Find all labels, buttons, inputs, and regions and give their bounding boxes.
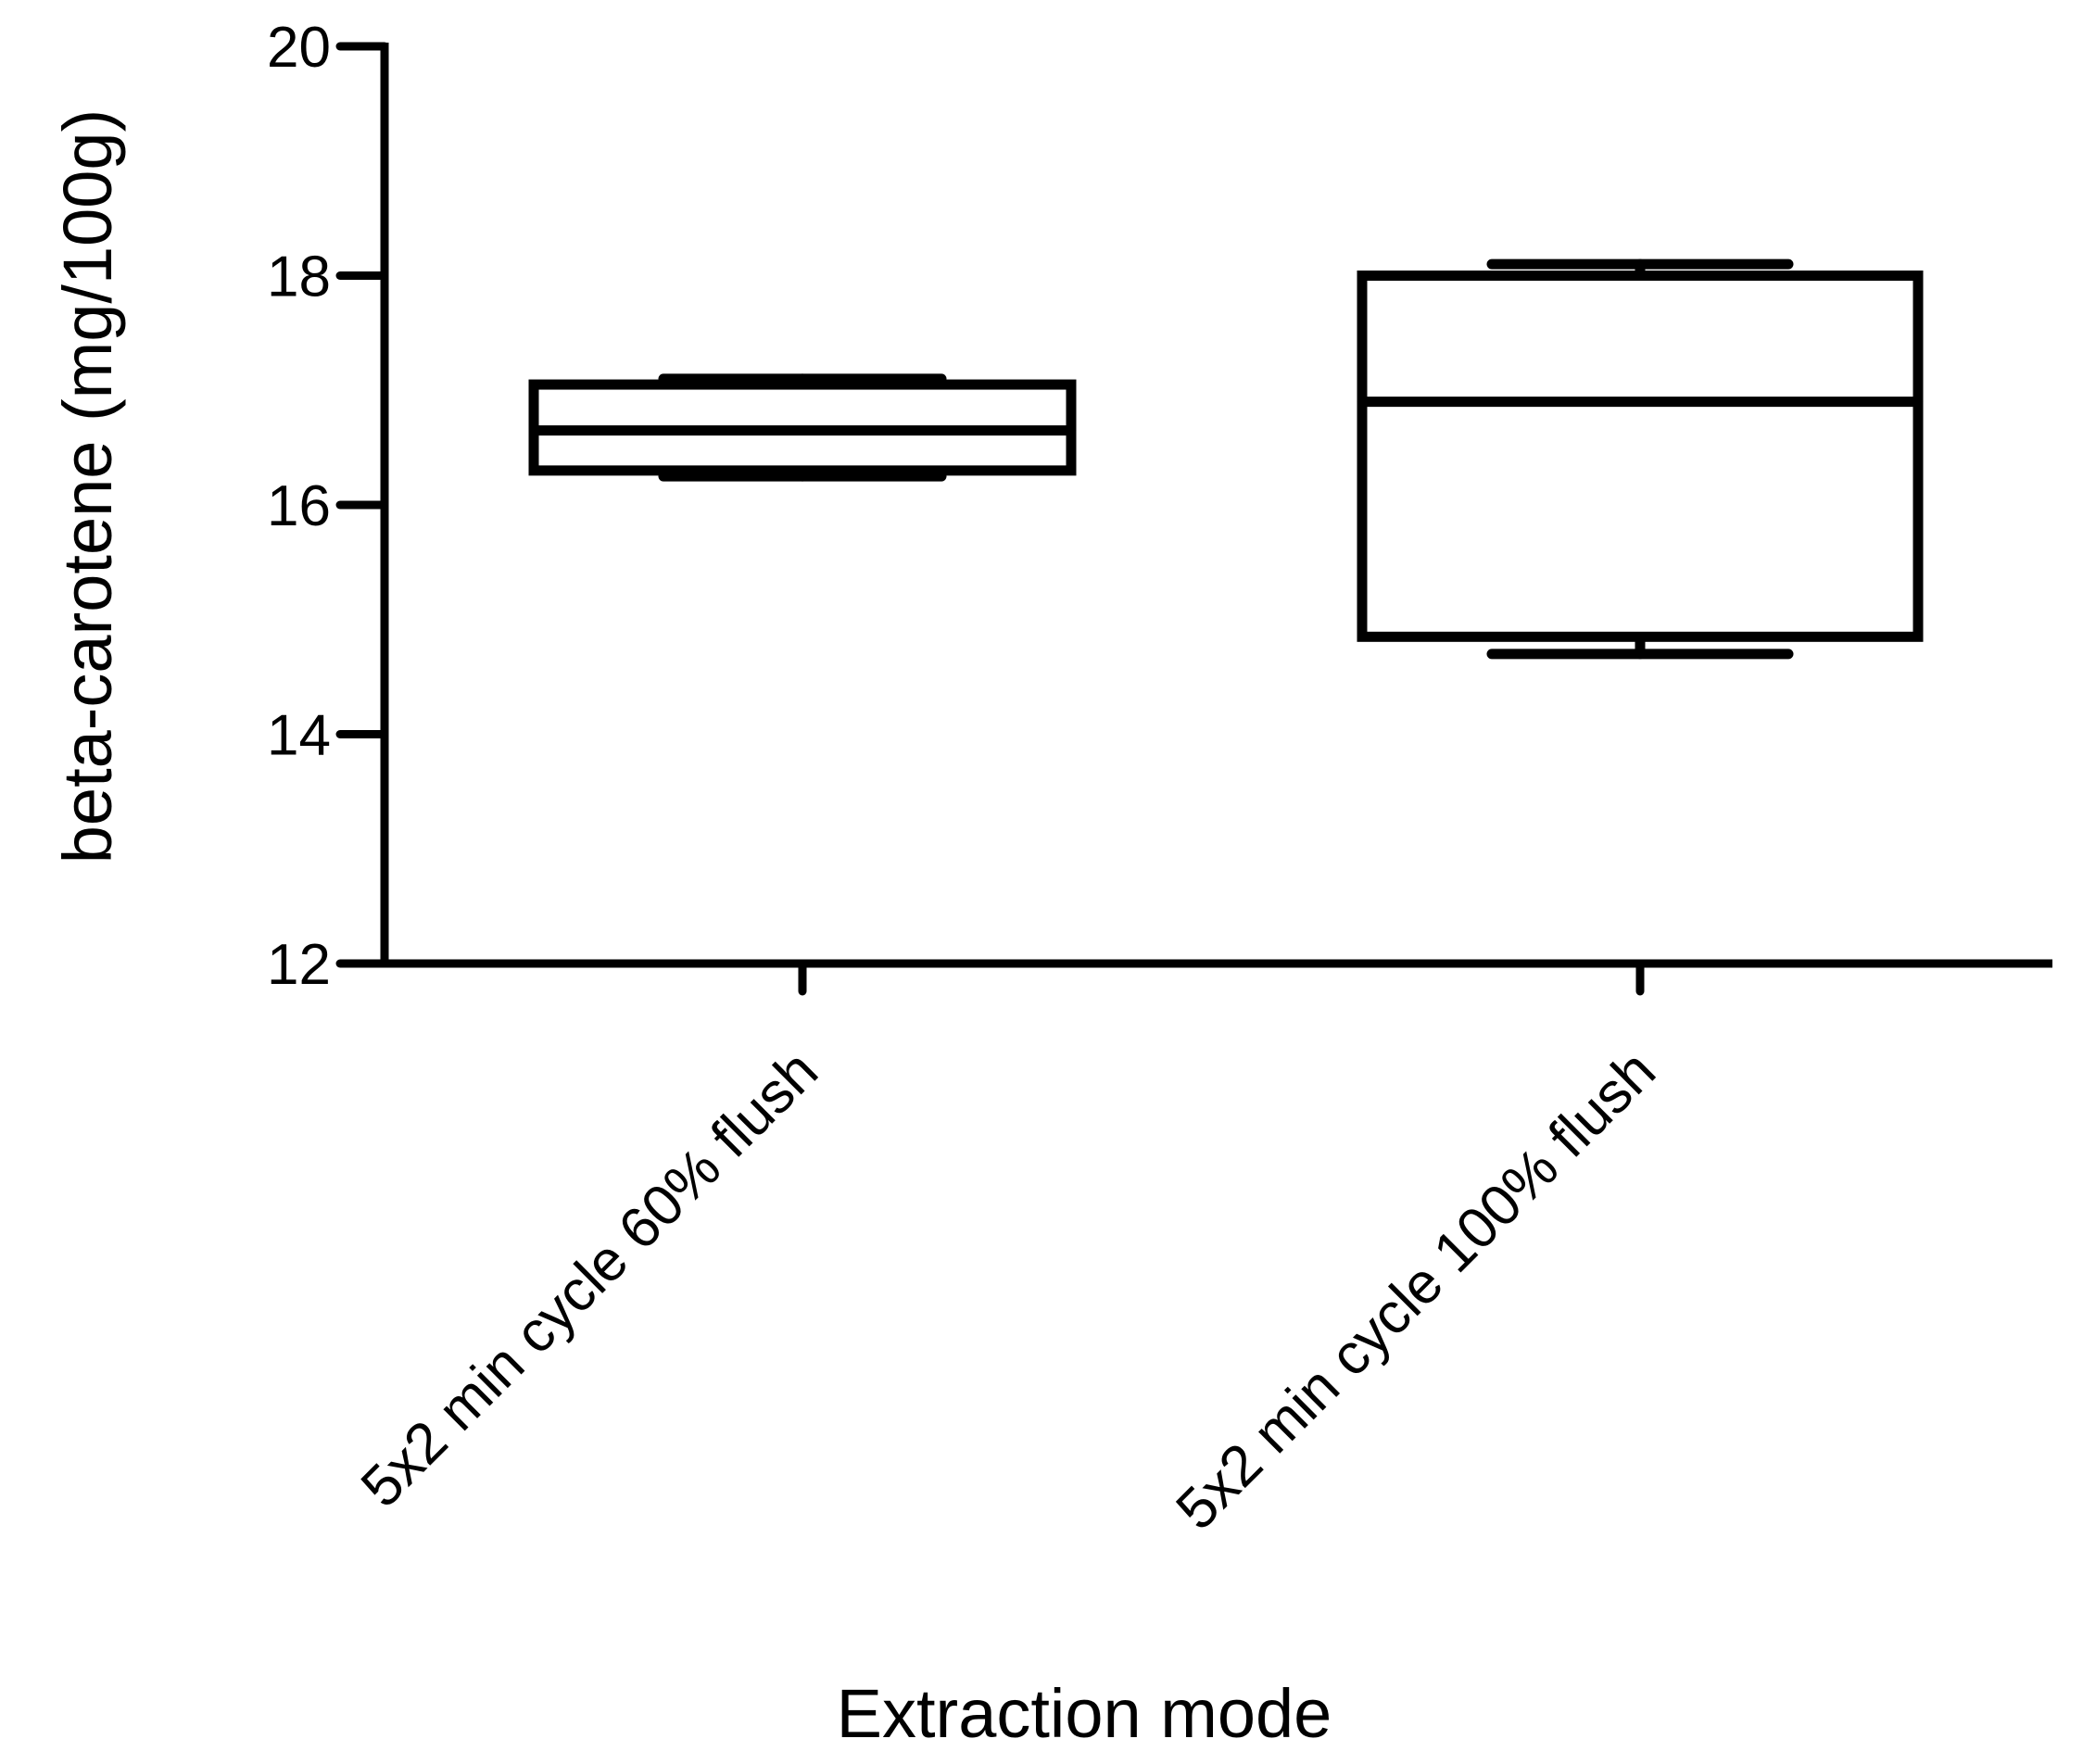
y-tick-label-20: 20 [267,16,331,80]
box-2 [1357,258,1924,660]
x-category-label-1: 5x2 min cycle 60% flush [349,1039,830,1519]
y-tick-label-14: 14 [267,704,331,768]
x-axis-title: Extraction mode [837,1675,1332,1752]
x-axis-category-labels: 5x2 min cycle 60% flush 5x2 min cycle 100… [349,1039,1668,1542]
x-axis-ticks [798,959,1645,996]
box-rect [1357,271,1924,642]
box-1 [528,373,1077,482]
y-axis-ticks [335,42,389,968]
y-tick-label-18: 18 [267,246,331,309]
y-axis-title: beta-carotene (mg/100g) [49,109,126,863]
y-axis-tick-labels: 12 14 16 18 20 [267,16,331,997]
boxes [528,258,1924,660]
y-tick-label-12: 12 [267,933,331,997]
y-tick-label-16: 16 [267,474,331,538]
x-category-label-2: 5x2 min cycle 100% flush [1164,1039,1667,1542]
